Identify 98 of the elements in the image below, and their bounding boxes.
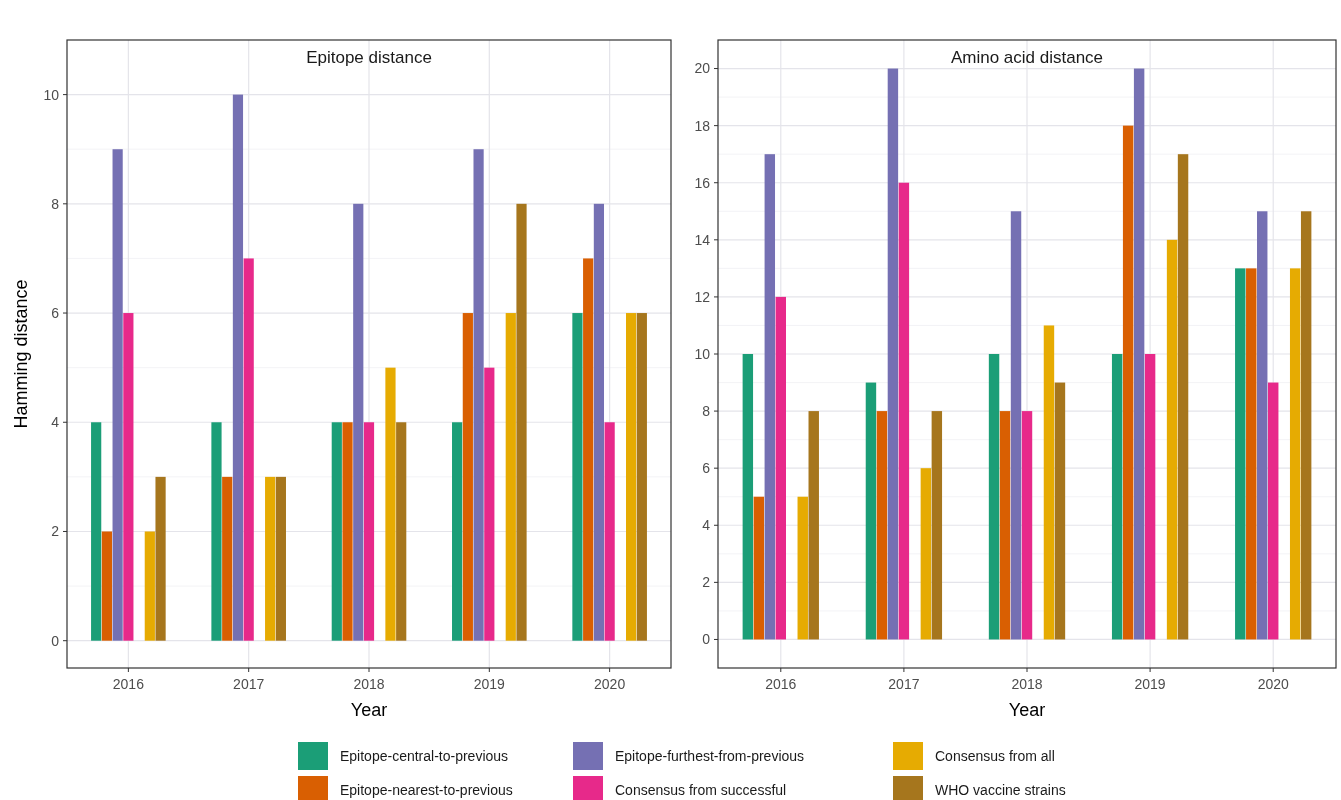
bar [988,354,1000,640]
x-tick-label: 2019 [1134,676,1166,692]
bar [353,203,364,641]
x-tick-label: 2016 [765,676,797,692]
y-tick-label: 2 [702,574,711,591]
y-tick-label: 12 [694,288,711,305]
bar [865,382,877,640]
bar [155,476,166,641]
bar [363,422,375,641]
y-tick-label: 18 [694,117,711,134]
bar [931,411,943,640]
bar [222,476,233,641]
legend-label: Epitope-furthest-from-previous [615,747,805,764]
text: Amino acid distance [950,47,1104,67]
bar [764,154,776,640]
x-tick-label: 2019 [473,676,506,692]
bar [1166,239,1178,640]
bar [275,476,286,641]
bar [775,296,786,640]
bar [876,411,888,640]
bar [797,496,808,640]
bar [920,468,932,640]
bar [1268,382,1279,640]
bar [505,313,516,641]
y-tick-label: 6 [51,304,60,321]
x-tick-label: 2017 [888,676,920,692]
bar [1021,411,1033,640]
bar [101,531,112,641]
legend-label: Epitope-central-to-previous [340,747,509,764]
bar [396,422,407,641]
y-tick-label: 16 [694,174,711,191]
bar [331,422,342,641]
legend-label: Epitope-nearest-to-previous [340,781,513,798]
bar [583,258,594,641]
x-axis-title: Year [1008,700,1046,720]
bar [1054,382,1066,640]
bar [91,422,102,641]
bar [123,313,134,641]
bar [112,149,123,641]
y-tick-label: 10 [43,86,60,103]
bar [1133,68,1145,640]
bar [572,313,583,641]
x-tick-label: 2018 [1011,676,1043,692]
bar [1246,268,1257,640]
y-tick-label: 0 [702,631,711,648]
bar [516,203,527,641]
y-tick-label: 14 [694,231,711,248]
bar [898,182,910,640]
bar [211,422,222,641]
y-tick-label: 6 [702,460,711,477]
bar [1111,354,1123,640]
bar [1177,154,1189,640]
bar [342,422,353,641]
x-tick-label: 2020 [1257,676,1289,692]
bar [232,94,244,641]
bar [1043,325,1055,640]
bar [1257,211,1268,640]
text: Epitope distance [306,47,432,67]
bar [473,149,484,641]
bar [1122,125,1134,640]
bar [1235,268,1246,640]
bar [593,203,604,641]
bar [999,411,1011,640]
y-tick-label: 8 [702,402,711,419]
bar [243,258,254,641]
bar [462,313,473,641]
bar [1010,211,1022,640]
y-tick-label: 8 [51,195,60,212]
y-tick-label: 2 [51,523,60,540]
x-axis-title: Year [350,700,388,720]
y-tick-label: 20 [694,60,711,77]
bar [385,367,396,641]
bar [753,496,765,640]
bar [808,411,819,640]
y-tick-label: 10 [694,345,711,362]
y-tick-label: 0 [51,632,60,649]
bar [265,476,276,641]
bar [636,313,647,641]
bar [452,422,463,641]
legend-label: WHO vaccine strains [935,781,1066,798]
x-tick-label: 2016 [112,676,145,692]
bar [144,531,155,641]
bar [484,367,495,641]
bar [1300,211,1312,640]
y-tick-label: 4 [51,414,60,431]
y-axis-title: Hamming distance [11,279,31,429]
bar [1144,354,1156,640]
y-tick-label: 4 [702,517,711,534]
x-tick-label: 2018 [353,676,385,692]
bar [742,354,754,640]
legend-label: Consensus from all [935,747,1055,764]
x-tick-label: 2020 [594,676,626,692]
bar [887,68,899,640]
bar [626,313,637,641]
x-tick-label: 2017 [233,676,265,692]
bar [604,422,615,641]
legend-label: Consensus from successful [615,781,787,798]
bar [1289,268,1301,640]
